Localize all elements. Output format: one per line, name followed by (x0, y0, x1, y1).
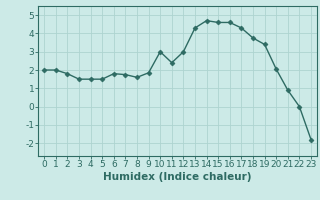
X-axis label: Humidex (Indice chaleur): Humidex (Indice chaleur) (103, 172, 252, 182)
